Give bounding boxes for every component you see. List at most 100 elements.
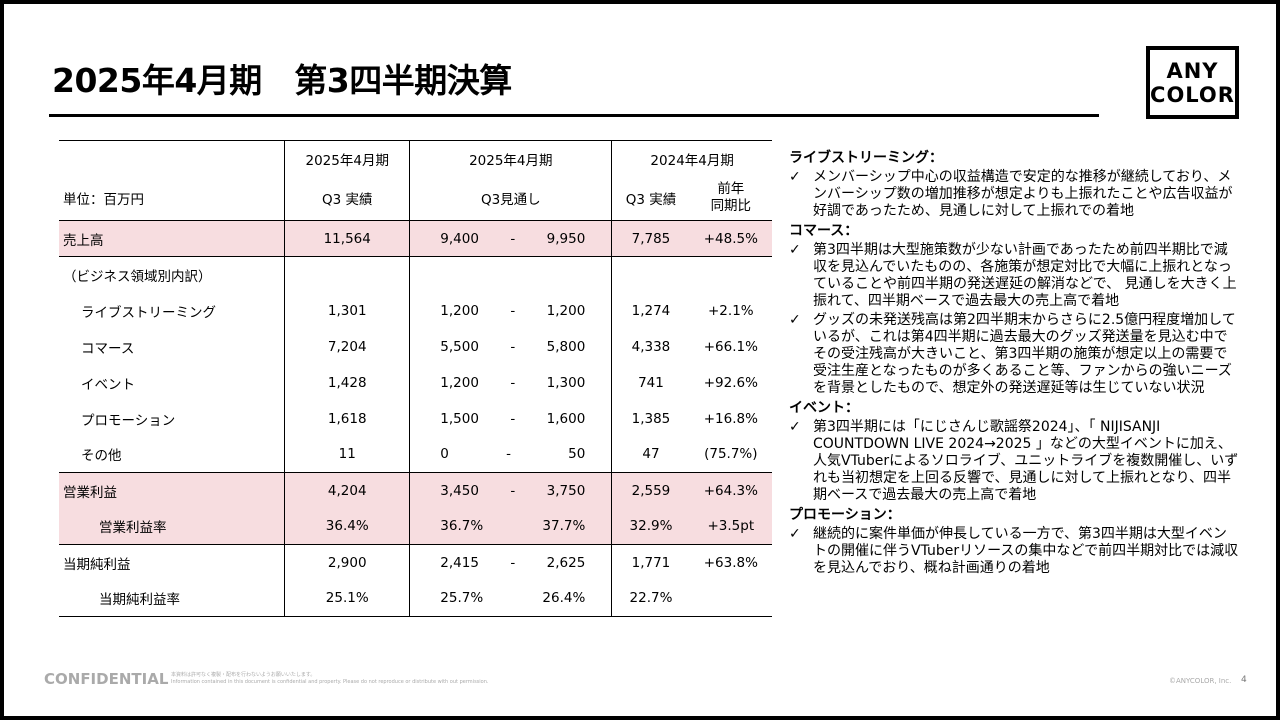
table-row: 当期純利益率 25.1% 25.7% 26.4% 22.7%: [59, 580, 772, 617]
prior-actual: 47: [611, 436, 690, 473]
actual: 11,564: [284, 220, 410, 257]
forecast-low: 1,500: [440, 410, 479, 427]
row-label: コマース: [81, 340, 135, 357]
prior-actual: 2,559: [611, 472, 690, 509]
row-label: その他: [59, 436, 285, 473]
yoy: +2.1%: [708, 302, 754, 319]
yoy: +3.5pt: [689, 508, 772, 545]
yoy: [689, 580, 772, 617]
actual: 25.1%: [284, 580, 410, 617]
bullet: ✓ 継続的に案件単価が伸長している一方で、第3四半期は大型イベントの開催に伴うVT…: [789, 526, 1239, 576]
actual: 1,618: [284, 400, 410, 437]
table-row: その他 11 0-50 47 (75.7%): [59, 436, 772, 473]
row-label: 当期純利益: [63, 556, 131, 573]
forecast-high: 50: [568, 446, 586, 463]
header-period: 2025年4月期: [284, 140, 410, 177]
notice-en: Information contained in this document i…: [171, 679, 489, 685]
table-row: コマース 7,204 5,500-5,800 4,338 +66.1%: [59, 328, 772, 365]
row-label: 営業利益率: [59, 508, 285, 545]
forecast-low: 25.7%: [440, 590, 484, 607]
financial-table: 2025年4月期 2025年4月期 2024年4月期 単位：百万円 Q3 実績 Q3見通…: [59, 140, 772, 617]
prior-actual: 1,385: [611, 400, 690, 437]
bullet: ✓ メンバーシップ中心の収益構造で安定的な推移が継続しており、メンバーシップ数の増…: [789, 169, 1233, 219]
page-number: 4: [1241, 675, 1247, 685]
forecast-high: 37.7%: [542, 518, 586, 535]
row-label: （ビジネス領域別内訳）: [63, 268, 212, 285]
yoy: +66.1%: [703, 338, 758, 355]
prior-actual: 32.9%: [611, 508, 690, 545]
prior-actual: 22.7%: [611, 580, 690, 617]
table-row: ライブストリーミング 1,301 1,200-1,200 1,274 +2.1%: [59, 292, 772, 329]
notice-jp: 本資料は許可なく複製・配布を行わないようお願いいたします。: [171, 672, 316, 678]
forecast-low: 0: [440, 446, 449, 463]
check-icon: ✓: [789, 419, 801, 435]
actual: 1,428: [284, 364, 410, 401]
bullet: ✓ 第3四半期には「にじさんじ歌謡祭2024」、「 NIJISANJI COUNT…: [789, 419, 1239, 503]
forecast-low: 3,450: [440, 482, 479, 499]
forecast-high: 3,750: [546, 482, 586, 499]
table-row: 営業利益 4,204 3,450-3,750 2,559 +64.3%: [59, 472, 772, 509]
forecast-high: 5,800: [546, 338, 586, 355]
actual: 2,900: [284, 544, 410, 581]
confidential-label: CONFIDENTIAL: [44, 670, 169, 688]
section-heading: イベント：: [789, 400, 859, 416]
row-label: ライブストリーミング: [81, 304, 216, 321]
forecast-high: 2,625: [546, 554, 586, 571]
bullet: ✓ グッズの未発送残高は第2四半期末からさらに2.5億円程度増加しているが、これは…: [789, 312, 1236, 396]
table-row: イベント 1,428 1,200-1,300 741 +92.6%: [59, 364, 772, 401]
forecast-high: 1,600: [546, 410, 586, 427]
title-rule: [49, 114, 1099, 117]
copyright: ©ANYCOLOR, Inc.: [1169, 677, 1232, 685]
forecast-low: 1,200: [440, 374, 479, 391]
yoy: +92.6%: [703, 374, 758, 391]
forecast-low: 1,200: [440, 302, 479, 319]
actual: 11: [284, 436, 410, 473]
forecast-high: 1,200: [546, 302, 586, 319]
table-row: 売上高 11,564 9,400-9,950 7,785 +48.5%: [59, 220, 772, 257]
actual: 1,301: [284, 292, 410, 329]
forecast-low: 2,415: [440, 554, 479, 571]
yoy: (75.7%): [689, 436, 772, 473]
check-icon: ✓: [789, 242, 801, 258]
commentary: ライブストリーミング： ✓ メンバーシップ中心の収益構造で安定的な推移が継続しており…: [789, 147, 1239, 577]
section-heading: プロモーション：: [789, 507, 901, 523]
row-label: 売上高: [59, 220, 285, 257]
yoy: +63.8%: [703, 554, 758, 571]
header-period: 2024年4月期: [611, 140, 772, 177]
prior-actual: 1,771: [611, 544, 690, 581]
forecast-high: 26.4%: [542, 590, 586, 607]
header-period: 2025年4月期: [409, 140, 612, 177]
check-icon: ✓: [789, 312, 801, 328]
row-label: イベント: [81, 376, 135, 393]
yoy: +16.8%: [703, 410, 758, 427]
table-row: （ビジネス領域別内訳）: [59, 256, 772, 293]
forecast-high: 9,950: [546, 230, 586, 247]
forecast-high: 1,300: [546, 374, 586, 391]
check-icon: ✓: [789, 526, 801, 542]
prior-actual: 7,785: [611, 220, 690, 257]
table-row: プロモーション 1,618 1,500-1,600 1,385 +16.8%: [59, 400, 772, 437]
yoy: +64.3%: [689, 472, 772, 509]
section-heading: コマース：: [789, 223, 859, 239]
forecast-low: 5,500: [440, 338, 479, 355]
forecast-low: 36.7%: [440, 518, 484, 535]
actual: 36.4%: [284, 508, 410, 545]
anycolor-logo: ANY COLOR: [1146, 46, 1239, 119]
row-label: 当期純利益率: [59, 580, 285, 617]
actual: 7,204: [284, 328, 410, 365]
prior-actual: 741: [611, 364, 690, 401]
check-icon: ✓: [789, 169, 801, 185]
table-row: 当期純利益 2,900 2,415-2,625 1,771 +63.8%: [59, 544, 772, 581]
bullet: ✓ 第3四半期は大型施策数が少ない計画であったため前四半期比で減収を見込んでいたも…: [789, 242, 1237, 309]
section-heading: ライブストリーミング：: [789, 150, 943, 166]
row-label: 営業利益: [59, 472, 285, 509]
forecast-low: 9,400: [440, 230, 479, 247]
prior-actual: 4,338: [611, 328, 690, 365]
page-title: 2025年4月期 第3四半期決算: [52, 61, 512, 100]
row-label: プロモーション: [81, 412, 176, 429]
table-row: 営業利益率 36.4% 36.7% 37.7% 32.9% +3.5pt: [59, 508, 772, 545]
actual: 4,204: [284, 472, 410, 509]
yoy: +48.5%: [689, 220, 772, 257]
unit-label: 単位：百万円: [59, 176, 285, 221]
